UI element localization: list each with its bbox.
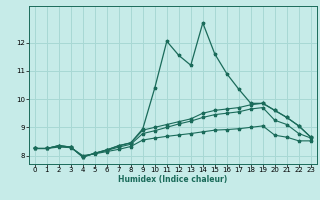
X-axis label: Humidex (Indice chaleur): Humidex (Indice chaleur) [118,175,228,184]
